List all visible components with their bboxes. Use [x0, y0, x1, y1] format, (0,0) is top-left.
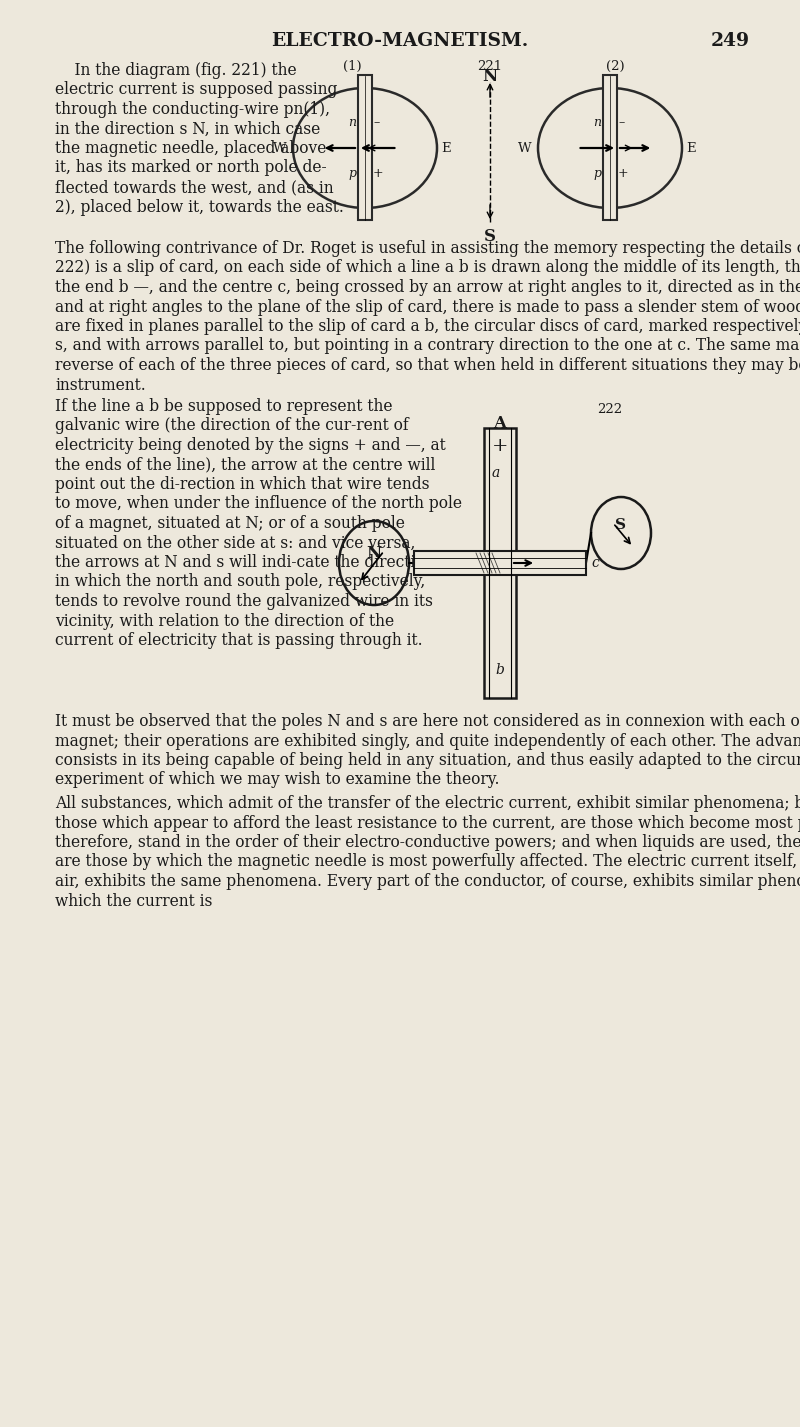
Text: the arrows at N and s will indi­cate the directions: the arrows at N and s will indi­cate the… — [55, 554, 442, 571]
Text: c: c — [591, 557, 598, 569]
Ellipse shape — [591, 497, 651, 569]
Text: 222) is a slip of card, on each side of which a line a b is drawn along the midd: 222) is a slip of card, on each side of … — [55, 260, 800, 277]
Text: are fixed in planes parallel to the slip of card a b, the circular discs of card: are fixed in planes parallel to the slip… — [55, 318, 800, 335]
Text: consists in its being capable of being held in any situation, and thus easily ad: consists in its being capable of being h… — [55, 752, 800, 769]
Text: reverse of each of the three pieces of card, so that when held in different situ: reverse of each of the three pieces of c… — [55, 357, 800, 374]
Text: tends to revolve round the galvanized wire in its: tends to revolve round the galvanized wi… — [55, 594, 433, 609]
Text: N: N — [366, 545, 382, 561]
Text: S: S — [484, 228, 496, 245]
Bar — [603, 76, 617, 220]
Text: E: E — [686, 141, 696, 154]
Text: electricity being denoted by the signs + and —, at: electricity being denoted by the signs +… — [55, 437, 446, 454]
Text: W: W — [518, 141, 532, 154]
Text: situated on the other side at s: and vice versa,: situated on the other side at s: and vic… — [55, 535, 415, 551]
Text: W: W — [274, 141, 287, 154]
Text: to move, when under the influence of the north pole: to move, when under the influence of the… — [55, 495, 462, 512]
Text: +: + — [618, 167, 629, 180]
Text: magnet; their operations are exhibited singly, and quite independently of each o: magnet; their operations are exhibited s… — [55, 732, 800, 749]
Text: E: E — [441, 141, 450, 154]
Text: 221: 221 — [478, 60, 502, 73]
Text: ELECTRO-MAGNETISM.: ELECTRO-MAGNETISM. — [271, 31, 529, 50]
Text: S: S — [615, 518, 626, 532]
Text: 249: 249 — [711, 31, 750, 50]
Text: experiment of which we may wish to examine the theory.: experiment of which we may wish to exami… — [55, 772, 499, 789]
Text: flected towards the west, and (as in: flected towards the west, and (as in — [55, 178, 334, 195]
Text: current of electricity that is passing through it.: current of electricity that is passing t… — [55, 632, 422, 649]
Text: instrument.: instrument. — [55, 377, 146, 394]
Text: b: b — [495, 664, 505, 676]
Text: a: a — [492, 467, 500, 479]
Text: If the line a b be supposed to represent the: If the line a b be supposed to represent… — [55, 398, 393, 415]
Text: air, exhibits the same phenomena. Every part of the conductor, of course, exhibi: air, exhibits the same phenomena. Every … — [55, 873, 800, 890]
Text: point out the di­rection in which that wire tends: point out the di­rection in which that w… — [55, 477, 430, 492]
Text: +: + — [373, 167, 384, 180]
Text: which the current is: which the current is — [55, 892, 212, 909]
Text: –: – — [618, 116, 624, 130]
Text: It must be observed that the poles N and s are here not considered as in connexi: It must be observed that the poles N and… — [55, 714, 800, 731]
Text: The following contrivance of Dr. Roget is useful in assisting the memory respect: The following contrivance of Dr. Roget i… — [55, 240, 800, 257]
Text: vicinity, with relation to the direction of the: vicinity, with relation to the direction… — [55, 612, 394, 629]
Text: are those by which the magnetic needle is most powerfully affected. The electric: are those by which the magnetic needle i… — [55, 853, 800, 870]
Text: In the diagram (fig. 221) the: In the diagram (fig. 221) the — [55, 61, 297, 78]
Text: N: N — [482, 68, 498, 86]
Ellipse shape — [339, 521, 409, 605]
Bar — [484, 428, 516, 698]
Text: it, has its marked or north pole de-: it, has its marked or north pole de- — [55, 160, 326, 177]
Text: (1): (1) — [342, 60, 362, 73]
Text: the end b —, and the centre c, being crossed by an arrow at right angles to it, : the end b —, and the centre c, being cro… — [55, 280, 800, 295]
Text: of a magnet, situated at N; or of a south pole: of a magnet, situated at N; or of a sout… — [55, 515, 405, 532]
Text: p: p — [348, 167, 356, 180]
Text: (2): (2) — [606, 60, 624, 73]
Text: therefore, stand in the order of their electro-conductive powers; and when liqui: therefore, stand in the order of their e… — [55, 833, 800, 850]
Text: +: + — [492, 437, 508, 455]
Text: in which the north and south pole, respectively,: in which the north and south pole, respe… — [55, 574, 426, 591]
Text: 222: 222 — [598, 402, 622, 417]
Bar — [414, 551, 586, 575]
Text: n: n — [348, 116, 356, 130]
Text: 2), placed below it, towards the east.: 2), placed below it, towards the east. — [55, 198, 344, 215]
Text: n: n — [593, 116, 601, 130]
Text: in the direction s N, in which case: in the direction s N, in which case — [55, 120, 320, 137]
Text: All substances, which admit of the transfer of the electric current, exhibit sim: All substances, which admit of the trans… — [55, 795, 800, 812]
Text: through the conducting-wire pn(1),: through the conducting-wire pn(1), — [55, 101, 330, 118]
Text: s, and with arrows parallel to, but pointing in a contrary direction to the one : s, and with arrows parallel to, but poin… — [55, 338, 800, 354]
Text: electric current is supposed passing: electric current is supposed passing — [55, 81, 338, 98]
Text: A: A — [494, 415, 506, 432]
Bar — [358, 76, 372, 220]
Text: p: p — [593, 167, 601, 180]
Text: the magnetic needle, placed above: the magnetic needle, placed above — [55, 140, 326, 157]
Text: the ends of the line), the arrow at the centre will: the ends of the line), the arrow at the … — [55, 457, 435, 474]
Text: galvanic wire (the direction of the cur­rent of: galvanic wire (the direction of the cur­… — [55, 418, 409, 434]
Text: –: – — [373, 116, 379, 130]
Text: and at right angles to the plane of the slip of card, there is made to pass a sl: and at right angles to the plane of the … — [55, 298, 800, 315]
Text: those which appear to afford the least resistance to the current, are those whic: those which appear to afford the least r… — [55, 815, 800, 832]
